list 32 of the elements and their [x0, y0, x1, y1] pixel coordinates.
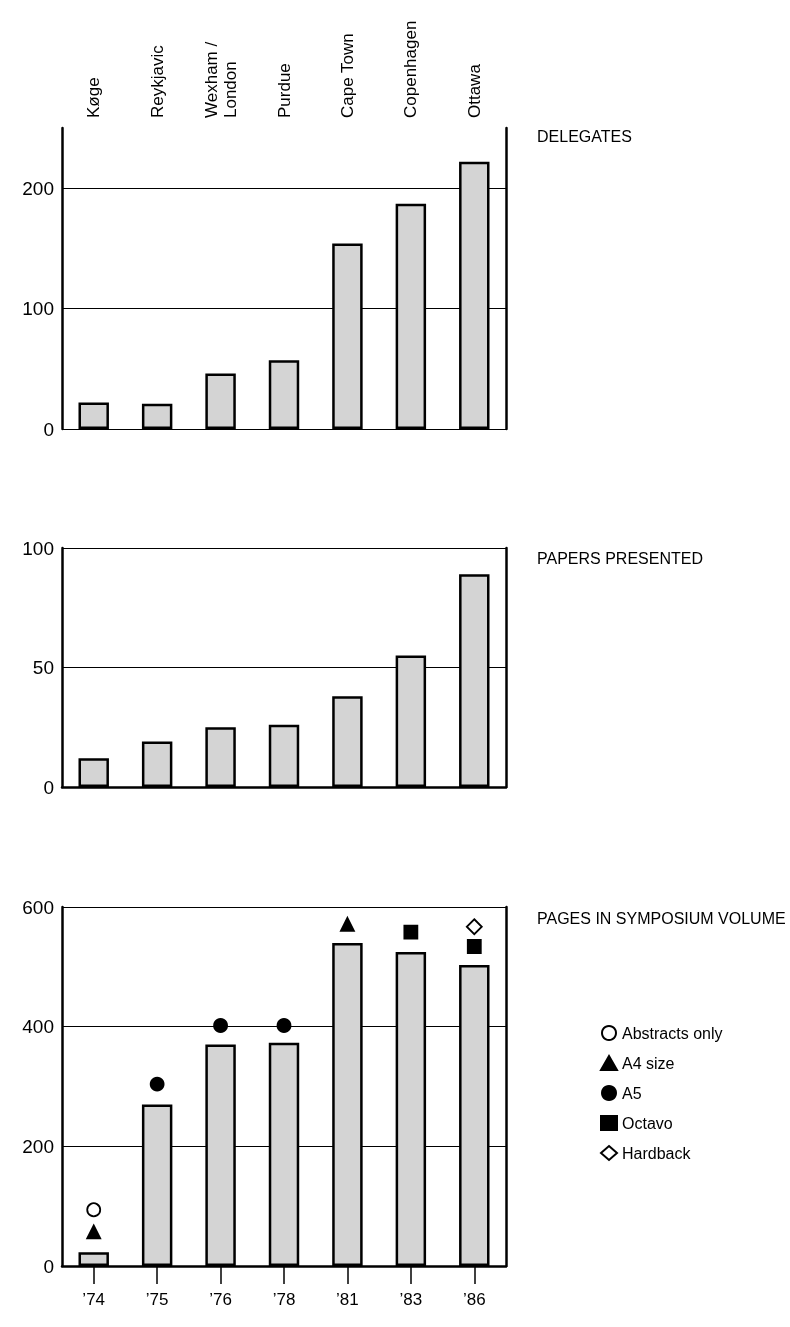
x-tick-label: ’75 [145, 1290, 169, 1309]
y-axis-title: PAGES IN SYMPOSIUM VOLUME [537, 910, 786, 927]
x-tick-label: ’78 [272, 1290, 296, 1309]
x-tick-label: ’86 [462, 1290, 486, 1309]
x-tick-label: Reykjavic [147, 44, 167, 118]
x-tick-label: ’81 [336, 1290, 359, 1309]
x-tick-label: ’74 [82, 1290, 106, 1309]
legend-label: A4 size [622, 1054, 675, 1072]
y-axis-title: DELEGATES [537, 128, 632, 145]
y-tick-label: 400 [22, 1016, 54, 1038]
x-tick-label: Purdue [274, 63, 294, 118]
y-tick-label: 200 [22, 177, 54, 199]
legend-label: Abstracts only [622, 1024, 723, 1042]
x-tick-label: Køge [84, 77, 104, 118]
y-axis-title: PAPERS PRESENTED [537, 550, 703, 567]
x-tick-label: ’83 [399, 1290, 423, 1309]
x-tick-label: Ottawa [464, 63, 484, 118]
y-tick-label: 0 [43, 776, 54, 798]
y-tick-label: 0 [43, 1255, 54, 1277]
x-tick-label: Copenhagen [401, 20, 421, 118]
y-tick-label: 100 [22, 537, 54, 559]
x-tick-label: ’76 [209, 1290, 232, 1309]
legend-label: Hardback [622, 1144, 692, 1162]
x-tick-label: Wexham / London [201, 41, 240, 118]
y-tick-label: 600 [22, 896, 54, 918]
legend-label: A5 [622, 1084, 642, 1102]
y-tick-label: 200 [22, 1135, 54, 1157]
y-tick-label: 50 [32, 657, 54, 678]
x-tick-label: Cape Town [337, 33, 357, 118]
y-tick-label: 0 [43, 418, 54, 440]
legend-label: Octavo [622, 1114, 673, 1132]
y-tick-label: 100 [22, 298, 54, 320]
